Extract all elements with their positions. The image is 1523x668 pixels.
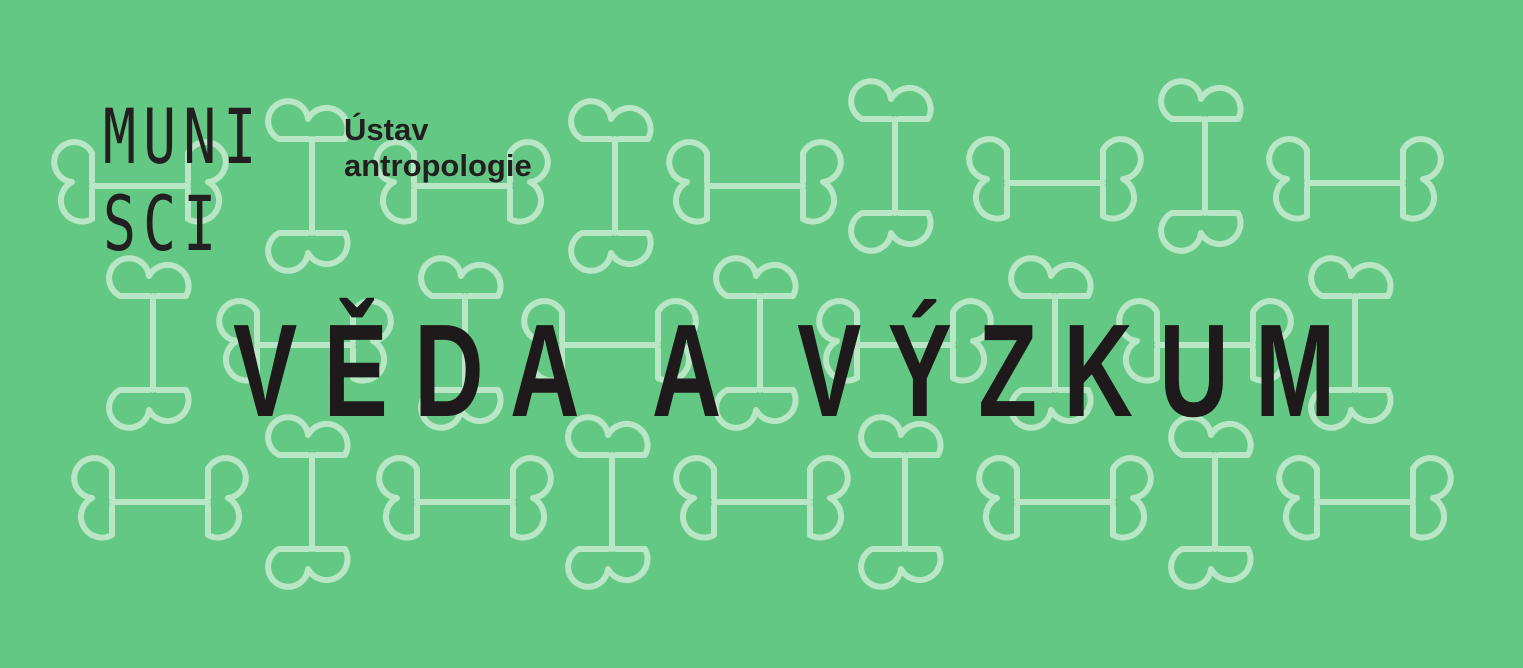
bone-icon bbox=[1276, 455, 1454, 541]
bone-icon bbox=[1168, 414, 1254, 590]
bone-icon bbox=[376, 455, 554, 541]
bone-icon bbox=[265, 414, 351, 590]
bone-icon bbox=[216, 298, 394, 384]
bone-icon bbox=[666, 139, 844, 225]
bone-icon bbox=[1308, 255, 1394, 431]
bone-icon bbox=[858, 414, 944, 590]
bone-icon bbox=[713, 255, 799, 431]
bone-icon bbox=[265, 98, 351, 274]
bone-icon bbox=[816, 298, 994, 384]
bone-icon bbox=[966, 136, 1144, 222]
bone-icon bbox=[1008, 255, 1094, 431]
bone-icon bbox=[418, 255, 504, 431]
headline-title: VĚDA A VÝZKUM bbox=[233, 297, 1362, 444]
bone-icon bbox=[521, 298, 699, 384]
department-line-1: Ústav bbox=[344, 112, 429, 147]
bone-icon bbox=[51, 139, 229, 225]
bone-icon bbox=[848, 78, 934, 254]
bone-icon bbox=[976, 455, 1154, 541]
bone-icon bbox=[673, 455, 851, 541]
bone-icon bbox=[71, 455, 249, 541]
bone-icon bbox=[373, 139, 551, 225]
bone-icon bbox=[1266, 136, 1444, 222]
bone-icon bbox=[106, 255, 192, 431]
bone-icon bbox=[1158, 78, 1244, 254]
bone-icon bbox=[565, 414, 651, 590]
department-line-2: antropologie bbox=[344, 148, 532, 183]
department-name: Ústav antropologie bbox=[344, 112, 532, 184]
bone-icon bbox=[568, 98, 654, 274]
bone-icon bbox=[1116, 298, 1294, 384]
